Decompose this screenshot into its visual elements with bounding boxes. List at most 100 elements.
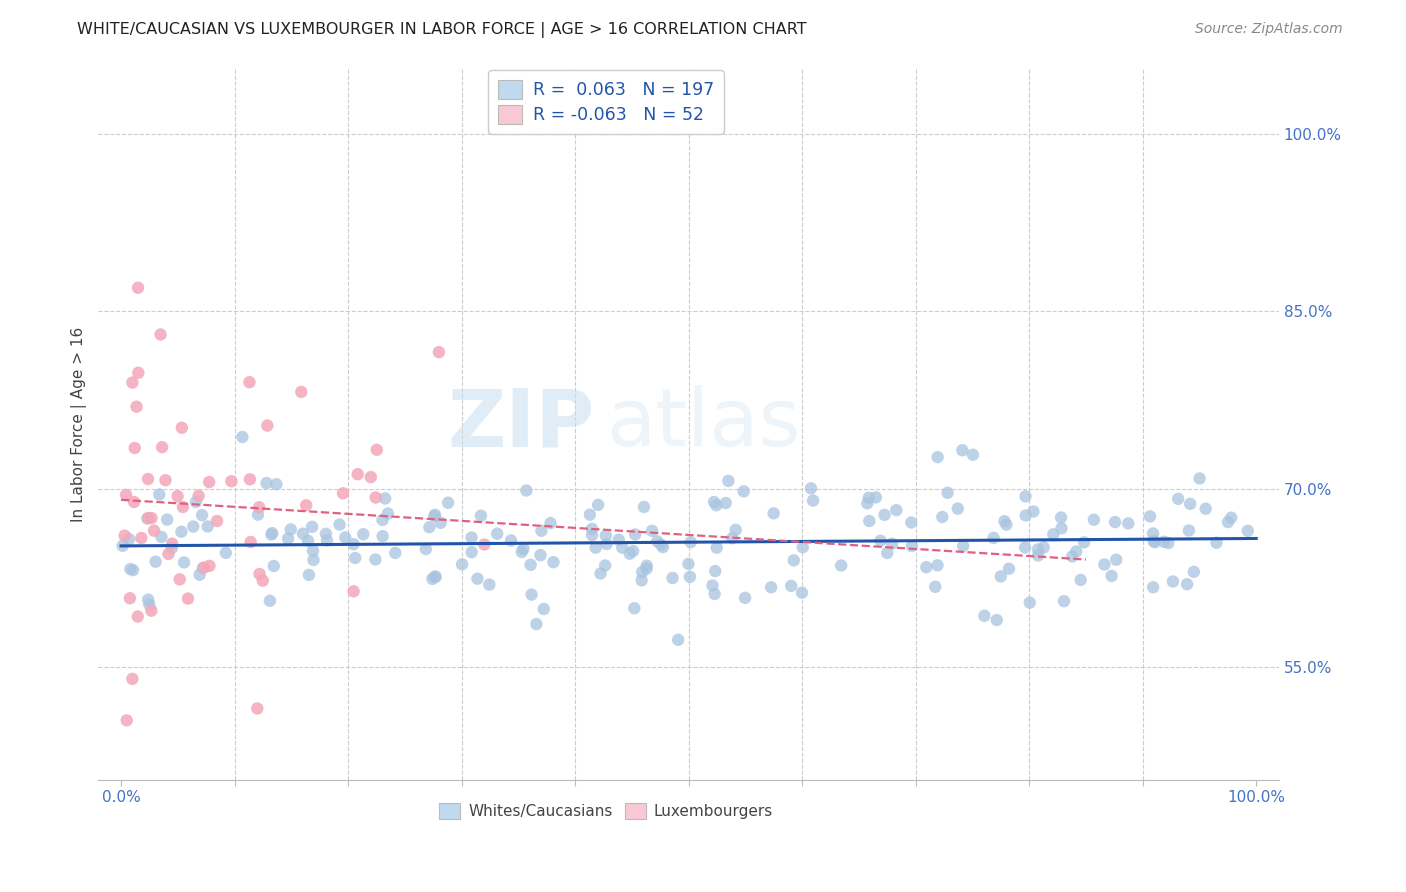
Point [111, 539, 134, 553]
Point [900, 516, 922, 530]
Point [191, 561, 214, 575]
Point [187, 489, 209, 503]
Point [172, 500, 194, 514]
Point [156, 513, 179, 527]
Point [1073, 535, 1095, 549]
Point [703, 587, 725, 601]
Point [641, 524, 664, 538]
Point [1143, 535, 1166, 549]
Point [1032, 541, 1054, 555]
Point [301, 520, 323, 534]
Point [150, 530, 173, 544]
Point [1161, 574, 1184, 589]
Point [924, 580, 946, 594]
Point [704, 564, 727, 578]
Point [423, 509, 446, 524]
Point [1022, 504, 1045, 518]
Point [297, 533, 319, 548]
Point [221, 475, 243, 489]
Point [1157, 536, 1180, 550]
Point [371, 513, 394, 527]
Point [121, 376, 143, 390]
Point [973, 608, 995, 623]
Point [315, 526, 337, 541]
Point [460, 545, 482, 559]
Point [422, 572, 444, 586]
Point [472, 537, 495, 551]
Point [115, 488, 138, 502]
Point [346, 467, 368, 482]
Point [252, 574, 274, 588]
Point [1101, 569, 1123, 583]
Point [148, 487, 170, 501]
Point [679, 535, 702, 549]
Point [607, 533, 630, 547]
Point [384, 546, 406, 560]
Point [143, 524, 166, 538]
Point [160, 537, 183, 551]
Point [780, 579, 803, 593]
Point [1018, 596, 1040, 610]
Point [166, 489, 188, 503]
Point [950, 443, 973, 458]
Point [1015, 508, 1038, 523]
Point [188, 567, 211, 582]
Point [1092, 558, 1115, 572]
Point [118, 591, 141, 606]
Point [1116, 516, 1139, 531]
Point [262, 526, 284, 541]
Point [581, 522, 603, 536]
Point [1178, 524, 1201, 538]
Point [246, 701, 269, 715]
Point [915, 560, 938, 574]
Point [114, 528, 136, 542]
Point [332, 486, 354, 500]
Point [512, 541, 534, 556]
Point [191, 508, 214, 522]
Point [205, 514, 228, 528]
Point [364, 552, 387, 566]
Point [150, 440, 173, 454]
Point [666, 632, 689, 647]
Point [437, 496, 460, 510]
Point [783, 553, 806, 567]
Point [260, 527, 283, 541]
Point [986, 613, 1008, 627]
Point [149, 327, 172, 342]
Point [256, 476, 278, 491]
Point [630, 574, 652, 588]
Point [593, 558, 616, 573]
Point [585, 541, 607, 555]
Point [927, 558, 949, 573]
Point [120, 562, 142, 576]
Point [869, 533, 891, 548]
Point [160, 541, 183, 555]
Point [678, 557, 700, 571]
Point [962, 448, 984, 462]
Point [581, 528, 603, 542]
Point [530, 524, 553, 538]
Point [415, 542, 437, 557]
Point [360, 470, 382, 484]
Point [623, 601, 645, 615]
Point [865, 491, 887, 505]
Point [377, 507, 399, 521]
Point [342, 584, 364, 599]
Point [266, 477, 288, 491]
Point [540, 516, 562, 530]
Point [717, 474, 740, 488]
Point [1216, 515, 1239, 529]
Point [127, 281, 149, 295]
Point [792, 540, 814, 554]
Point [249, 566, 271, 581]
Point [157, 547, 180, 561]
Point [467, 572, 489, 586]
Point [595, 528, 617, 542]
Point [460, 531, 482, 545]
Point [1236, 524, 1258, 538]
Point [993, 514, 1015, 528]
Point [352, 527, 374, 541]
Point [679, 570, 702, 584]
Point [302, 553, 325, 567]
Point [579, 508, 602, 522]
